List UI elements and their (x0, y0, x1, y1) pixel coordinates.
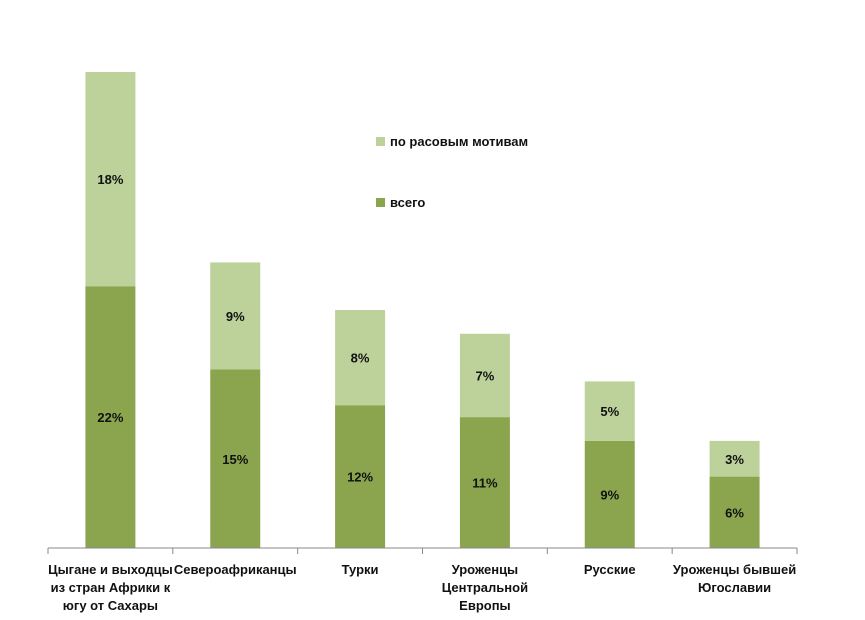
bar-total-4 (584, 440, 635, 548)
value-labels-layer: 22% 18% 15% 9% 12% 8% 11% 7% 9% 5% 6% 3% (97, 172, 744, 520)
bar-total-1 (210, 369, 261, 548)
category-label-1: Североафриканцы (174, 562, 297, 577)
data-label-racial-1: 9% (226, 309, 245, 324)
data-label-total-5: 6% (725, 505, 744, 520)
bar-total-5 (709, 476, 760, 548)
data-label-total-0: 22% (97, 410, 123, 425)
category-label-2: Турки (342, 562, 379, 577)
bar-racial-2 (335, 310, 386, 406)
bar-total-3 (459, 417, 510, 548)
bar-racial-4 (584, 381, 635, 441)
x-axis-ticks (47, 548, 798, 554)
category-label-5: Уроженцы бывшей Югославии (673, 562, 796, 595)
bar-racial-1 (210, 262, 261, 370)
category-label-4: Русские (584, 562, 636, 577)
category-label-0: Цыгане и выходцы из стран Африки к югу от … (48, 562, 173, 613)
bar-total-0 (85, 286, 136, 548)
category-label-3: Уроженцы Центральной Европы (442, 562, 528, 613)
legend-swatch-racial (376, 137, 385, 146)
data-label-total-4: 9% (600, 487, 619, 502)
data-label-racial-2: 8% (351, 351, 370, 366)
bars-layer (85, 72, 760, 548)
category-labels: Цыгане и выходцы из стран Африки к югу от … (48, 562, 796, 613)
data-label-racial-4: 5% (600, 404, 619, 419)
legend-label-racial: по расовым мотивам (390, 134, 528, 149)
bar-racial-0 (85, 72, 136, 287)
data-label-racial-0: 18% (97, 172, 123, 187)
data-label-total-1: 15% (222, 452, 248, 467)
legend-label-total: всего (390, 195, 425, 210)
legend: по расовым мотивам всего (376, 134, 528, 210)
data-label-racial-3: 7% (476, 368, 495, 383)
bar-total-2 (335, 405, 386, 548)
bar-racial-3 (459, 333, 510, 418)
data-label-total-2: 12% (347, 470, 373, 485)
data-label-total-3: 11% (472, 476, 498, 491)
bar-racial-5 (709, 440, 760, 477)
legend-swatch-total (376, 198, 385, 207)
data-label-racial-5: 3% (725, 452, 744, 467)
